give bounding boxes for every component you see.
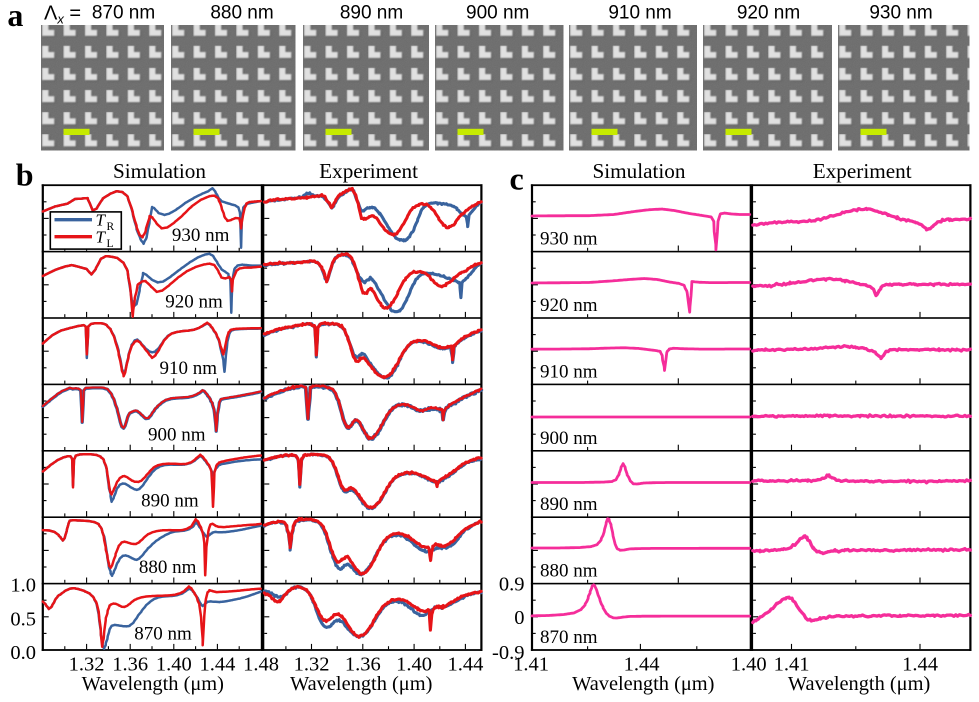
svg-text:0.0: 0.0 xyxy=(10,642,36,664)
svg-text:880 nm: 880 nm xyxy=(210,3,273,24)
svg-text:Wavelength (μm): Wavelength (μm) xyxy=(788,673,930,695)
svg-text:Simulation: Simulation xyxy=(593,159,686,183)
svg-text:930 nm: 930 nm xyxy=(540,229,598,250)
svg-text:870 nm: 870 nm xyxy=(540,627,598,648)
svg-text:1.48: 1.48 xyxy=(243,654,279,676)
svg-text:870 nm: 870 nm xyxy=(134,624,192,645)
svg-text:1.32: 1.32 xyxy=(294,654,330,676)
svg-text:920 nm: 920 nm xyxy=(737,3,800,24)
svg-text:b: b xyxy=(16,157,34,193)
svg-text:880 nm: 880 nm xyxy=(540,561,598,582)
svg-text:-0.9: -0.9 xyxy=(492,642,524,664)
svg-text:890 nm: 890 nm xyxy=(540,494,598,515)
svg-text:0.9: 0.9 xyxy=(499,573,525,595)
svg-text:T: T xyxy=(96,211,107,230)
svg-text:910 nm: 910 nm xyxy=(608,3,671,24)
svg-text:1.44: 1.44 xyxy=(624,654,660,676)
svg-text:Λx =: Λx = xyxy=(44,3,81,27)
svg-text:Wavelength (μm): Wavelength (μm) xyxy=(290,673,432,695)
svg-text:R: R xyxy=(107,221,115,233)
svg-text:900 nm: 900 nm xyxy=(148,424,206,445)
svg-text:890 nm: 890 nm xyxy=(340,3,403,24)
svg-text:0.5: 0.5 xyxy=(10,609,36,631)
svg-text:1.44: 1.44 xyxy=(199,654,235,676)
svg-text:a: a xyxy=(7,0,23,33)
svg-text:920 nm: 920 nm xyxy=(165,292,223,313)
svg-text:1.41: 1.41 xyxy=(774,654,810,676)
svg-text:880 nm: 880 nm xyxy=(139,557,197,578)
svg-text:Simulation: Simulation xyxy=(113,159,206,183)
svg-text:900 nm: 900 nm xyxy=(540,428,598,449)
svg-text:c: c xyxy=(509,161,523,197)
svg-text:T: T xyxy=(96,228,107,247)
svg-text:Experiment: Experiment xyxy=(813,159,912,183)
svg-text:1.40: 1.40 xyxy=(156,654,192,676)
svg-text:890 nm: 890 nm xyxy=(141,491,199,512)
svg-text:1.0: 1.0 xyxy=(10,575,36,597)
svg-text:Experiment: Experiment xyxy=(319,159,418,183)
svg-text:900 nm: 900 nm xyxy=(466,3,529,24)
svg-text:930 nm: 930 nm xyxy=(869,3,932,24)
svg-text:910 nm: 910 nm xyxy=(160,358,218,379)
svg-text:870 nm: 870 nm xyxy=(92,3,155,24)
svg-text:910 nm: 910 nm xyxy=(540,361,598,382)
svg-text:L: L xyxy=(107,238,114,250)
svg-text:920 nm: 920 nm xyxy=(540,295,598,316)
svg-text:1.36: 1.36 xyxy=(112,654,148,676)
svg-text:1.32: 1.32 xyxy=(69,654,105,676)
svg-text:1.40: 1.40 xyxy=(396,654,432,676)
svg-text:Wavelength (μm): Wavelength (μm) xyxy=(82,673,224,695)
svg-text:1.44: 1.44 xyxy=(447,654,483,676)
svg-text:Wavelength (μm): Wavelength (μm) xyxy=(572,673,714,695)
svg-text:1.44: 1.44 xyxy=(902,654,938,676)
svg-text:0: 0 xyxy=(514,607,524,629)
svg-text:1.41: 1.41 xyxy=(513,654,549,676)
svg-text:1.36: 1.36 xyxy=(345,654,381,676)
svg-text:1.40: 1.40 xyxy=(731,654,767,676)
svg-text:930 nm: 930 nm xyxy=(172,225,230,246)
